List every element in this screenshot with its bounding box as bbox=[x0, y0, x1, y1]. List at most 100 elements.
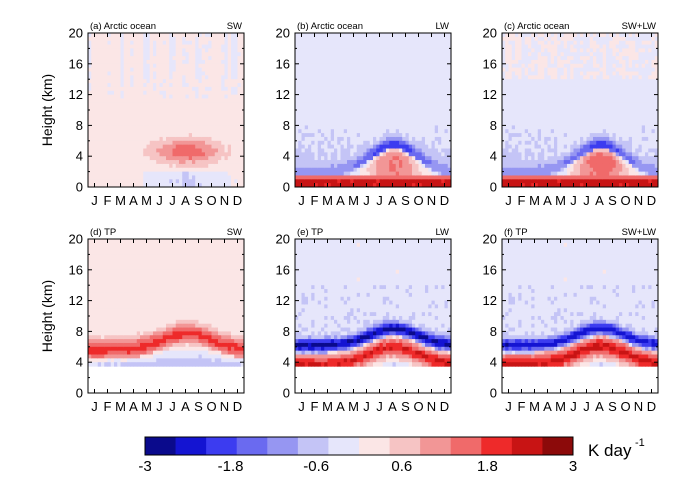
heatmap-cell bbox=[130, 40, 135, 46]
heatmap-cell bbox=[208, 167, 213, 173]
heatmap-cell bbox=[94, 125, 99, 130]
heatmap-cell bbox=[224, 52, 229, 57]
heatmap-cell bbox=[337, 40, 342, 46]
heatmap-cell bbox=[104, 33, 109, 38]
heatmap-cell bbox=[94, 160, 99, 165]
heatmap-cell bbox=[311, 160, 316, 165]
heatmap-cell bbox=[195, 144, 200, 150]
heatmap-cell bbox=[201, 160, 206, 165]
heatmap-cell bbox=[402, 98, 407, 103]
heatmap-cell bbox=[412, 140, 416, 146]
y-tick-label: 12 bbox=[276, 87, 290, 102]
heatmap-cell bbox=[376, 167, 381, 173]
heatmap-cell bbox=[153, 71, 157, 76]
heatmap-cell bbox=[130, 160, 135, 165]
heatmap-cell bbox=[101, 59, 105, 65]
heatmap-cell bbox=[557, 144, 562, 150]
heatmap-cell bbox=[205, 48, 209, 53]
heatmap-cell bbox=[447, 63, 451, 69]
heatmap-cell bbox=[221, 152, 226, 157]
heatmap-cell bbox=[356, 40, 361, 46]
heatmap-cell bbox=[528, 156, 532, 161]
heatmap-cell bbox=[573, 156, 578, 161]
heatmap-cell bbox=[402, 67, 407, 73]
heatmap-cell bbox=[237, 90, 242, 96]
heatmap-cell bbox=[327, 98, 332, 103]
heatmap-cell bbox=[179, 63, 183, 69]
heatmap-cell bbox=[179, 171, 183, 177]
heatmap-cell bbox=[554, 121, 558, 126]
heatmap-cell bbox=[110, 167, 115, 173]
heatmap-cell bbox=[192, 171, 196, 177]
heatmap-cell bbox=[528, 148, 532, 153]
heatmap-cell bbox=[295, 183, 299, 187]
heatmap-cell bbox=[146, 86, 151, 92]
heatmap-cell bbox=[560, 148, 565, 153]
heatmap-cell bbox=[123, 140, 128, 146]
heatmap-cell bbox=[392, 140, 397, 146]
heatmap-cell bbox=[379, 75, 384, 80]
heatmap-cell bbox=[405, 140, 410, 146]
heatmap-cell bbox=[567, 152, 571, 157]
heatmap-cell bbox=[508, 98, 513, 103]
heatmap-cell bbox=[524, 86, 529, 92]
heatmap-cell bbox=[117, 36, 122, 42]
heatmap-cell bbox=[166, 117, 170, 123]
heatmap-cell bbox=[120, 106, 125, 111]
heatmap-cell bbox=[162, 56, 167, 61]
heatmap-cell bbox=[321, 175, 325, 180]
heatmap-cell bbox=[376, 86, 381, 92]
heatmap-cell bbox=[114, 52, 118, 57]
heatmap-cell bbox=[156, 102, 161, 107]
heatmap-cell bbox=[234, 160, 239, 165]
heatmap-cell bbox=[576, 94, 581, 100]
heatmap-cell bbox=[205, 113, 209, 119]
heatmap-cell bbox=[324, 163, 329, 169]
heatmap-cell bbox=[130, 156, 135, 161]
heatmap-cell bbox=[133, 48, 138, 53]
heatmap-cell bbox=[214, 33, 219, 38]
heatmap-cell bbox=[347, 106, 351, 111]
heatmap-cell bbox=[88, 75, 92, 80]
heatmap-cell bbox=[544, 167, 549, 173]
heatmap-cell bbox=[146, 156, 151, 161]
heatmap-cell bbox=[162, 160, 167, 165]
heatmap-cell bbox=[343, 144, 348, 150]
heatmap-cell bbox=[528, 79, 532, 84]
heatmap-cell bbox=[201, 33, 206, 38]
heatmap-cell bbox=[117, 67, 122, 73]
heatmap-cell bbox=[240, 102, 244, 107]
heatmap-cell bbox=[221, 71, 226, 76]
heatmap-cell bbox=[334, 48, 338, 53]
heatmap-cell bbox=[301, 121, 306, 126]
heatmap-cell bbox=[408, 156, 413, 161]
heatmap-cell bbox=[518, 129, 523, 134]
heatmap-cell bbox=[415, 183, 420, 187]
heatmap-cell bbox=[508, 160, 513, 165]
heatmap-cell bbox=[386, 94, 390, 100]
heatmap-cell bbox=[508, 113, 513, 119]
heatmap-cell bbox=[343, 86, 348, 92]
heatmap-cell bbox=[395, 56, 400, 61]
heatmap-cell bbox=[350, 117, 355, 123]
heatmap-cell bbox=[518, 44, 523, 49]
heatmap-cell bbox=[376, 63, 381, 69]
heatmap-cell bbox=[179, 48, 183, 53]
heatmap-cell bbox=[425, 106, 429, 111]
heatmap-cell bbox=[447, 125, 451, 130]
heatmap-cell bbox=[431, 121, 436, 126]
heatmap-cell bbox=[508, 183, 513, 187]
heatmap-cell bbox=[107, 171, 112, 177]
heatmap-cell bbox=[123, 167, 128, 173]
heatmap-cell bbox=[580, 83, 584, 88]
heatmap-cell bbox=[382, 163, 387, 169]
heatmap-cell bbox=[534, 98, 539, 103]
heatmap-cell bbox=[369, 163, 374, 169]
heatmap-cell bbox=[431, 67, 436, 73]
heatmap-cell bbox=[159, 175, 164, 180]
x-month-label: M bbox=[322, 193, 333, 208]
heatmap-cell bbox=[573, 148, 578, 153]
heatmap-cell bbox=[330, 98, 335, 103]
heatmap-cell bbox=[308, 75, 312, 80]
heatmap-cell bbox=[198, 83, 203, 88]
